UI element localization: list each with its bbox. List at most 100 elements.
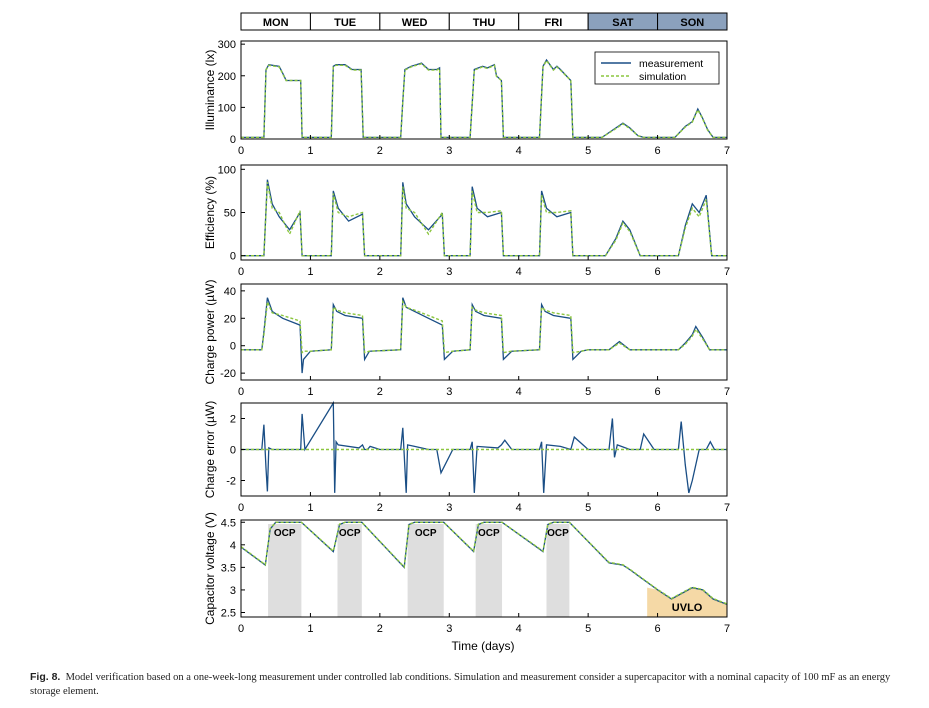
ytick-label: 3.5: [221, 562, 236, 574]
ocp-label-4: OCP: [478, 528, 500, 539]
caption-label: Fig. 8.: [30, 671, 61, 683]
y-axis-label-charge_error: Charge error (µW): [203, 401, 217, 499]
series-measurement-charge_error: [241, 400, 727, 494]
day-label-mon: MON: [263, 17, 289, 29]
xtick-label: 5: [585, 266, 591, 278]
ytick-label: 300: [218, 39, 236, 51]
day-label-son: SON: [680, 17, 704, 29]
ytick-label: 0: [230, 341, 236, 353]
xtick-label: 6: [655, 623, 661, 635]
xtick-label: 3: [446, 502, 452, 514]
day-bar: MON TUE WED THU FRI SAT SON: [240, 12, 728, 31]
panel-capacitor_voltage: OCP OCP OCP OCP OCP UVLO 2.5 3 3.5 4 4.5 0 1 2 3 4 5 6 7 Ca…: [203, 512, 730, 635]
ytick-label: 0: [230, 251, 236, 263]
xtick-label: 7: [724, 266, 730, 278]
xtick-label: 6: [655, 386, 661, 398]
series-simulation-capacitor_voltage: [240, 521, 728, 605]
ytick-label: 50: [224, 208, 236, 220]
y-axis-label-illuminance: Illuminance (lx): [203, 50, 217, 131]
x-axis-label: Time (days): [452, 639, 515, 653]
xtick-label: 2: [377, 502, 383, 514]
uvlo-region: [647, 587, 727, 617]
legend-label-simulation: simulation: [639, 71, 686, 83]
ocp-label-1: OCP: [274, 528, 296, 539]
ocp-label-5: OCP: [547, 528, 569, 539]
ocp-label-2: OCP: [339, 528, 361, 539]
xtick-label: 2: [377, 386, 383, 398]
xtick-label: 0: [238, 502, 244, 514]
xtick-label: 0: [238, 145, 244, 157]
day-label-sat: SAT: [612, 17, 633, 29]
ytick-label: 2: [230, 414, 236, 426]
ytick-label: 200: [218, 71, 236, 83]
xtick-label: 5: [585, 145, 591, 157]
ytick-label: 3: [230, 585, 236, 597]
panel-illuminance: 0 100 200 300 0 1 2 3 4 5 6 7 Illuminance (lx) measur…: [203, 39, 730, 157]
series-simulation-illuminance: [241, 59, 727, 139]
ytick-label: 100: [218, 102, 236, 114]
axes-box-illuminance: [240, 40, 728, 140]
xtick-label: 3: [446, 145, 452, 157]
day-label-fri: FRI: [545, 17, 563, 29]
ytick-label: 0: [230, 445, 236, 457]
ocp-region-5: [546, 524, 570, 617]
xtick-label: 1: [307, 502, 313, 514]
legend-label-measurement: measurement: [639, 58, 703, 70]
xtick-label: 1: [307, 145, 313, 157]
xtick-label: 2: [377, 145, 383, 157]
xtick-label: 4: [516, 145, 522, 157]
xtick-label: 7: [724, 623, 730, 635]
axes-box-capacitor_voltage: [240, 519, 728, 618]
xtick-label: 3: [446, 386, 452, 398]
xtick-label: 4: [516, 266, 522, 278]
axes-box-charge_power: [240, 283, 728, 381]
xtick-label: 7: [724, 502, 730, 514]
xtick-label: 7: [724, 386, 730, 398]
xtick-label: 6: [655, 502, 661, 514]
xtick-label: 1: [307, 266, 313, 278]
figure-caption: Fig. 8. Model verification based on a on…: [30, 670, 900, 699]
xtick-label: 5: [585, 502, 591, 514]
ytick-label: -20: [220, 368, 236, 380]
ocp-region-3: [407, 524, 444, 617]
xtick-label: 1: [307, 623, 313, 635]
day-label-tue: TUE: [334, 17, 356, 29]
ocp-region-4: [475, 524, 503, 617]
panel-efficiency: 0 50 100 0 1 2 3 4 5 6 7 Efficiency (%): [203, 164, 730, 278]
xtick-label: 0: [238, 623, 244, 635]
y-axis-label-capacitor_voltage: Capacitor voltage (V): [203, 512, 217, 625]
series-simulation-charge_power: [241, 299, 727, 355]
xtick-label: 1: [307, 386, 313, 398]
day-label-thu: THU: [473, 17, 496, 29]
ytick-label: 2.5: [221, 607, 236, 619]
ytick-label: -2: [226, 476, 236, 488]
xtick-label: 3: [446, 623, 452, 635]
xtick-label: 6: [655, 266, 661, 278]
series-simulation-efficiency: [241, 182, 727, 257]
xtick-label: 0: [238, 266, 244, 278]
uvlo-label: UVLO: [672, 602, 703, 614]
ytick-label: 4.5: [221, 517, 236, 529]
xtick-label: 0: [238, 386, 244, 398]
xtick-label: 3: [446, 266, 452, 278]
ytick-label: 0: [230, 134, 236, 146]
xtick-label: 4: [516, 386, 522, 398]
xtick-label: 5: [585, 386, 591, 398]
panel-charge_error: -2 0 2 0 1 2 3 4 5 6 7 Charge error (µW): [203, 401, 730, 514]
xtick-label: 2: [377, 623, 383, 635]
day-cell-son: [657, 12, 728, 31]
xtick-label: 6: [655, 145, 661, 157]
ocp-region-1: [268, 524, 302, 617]
xtick-label: 4: [516, 623, 522, 635]
ocp-label-3: OCP: [415, 528, 437, 539]
ytick-label: 4: [230, 540, 236, 552]
xtick-label: 7: [724, 145, 730, 157]
ytick-label: 40: [224, 286, 236, 298]
caption-text: Model verification based on a one-week-l…: [30, 672, 891, 697]
xtick-label: 2: [377, 266, 383, 278]
ocp-region-2: [337, 524, 362, 617]
